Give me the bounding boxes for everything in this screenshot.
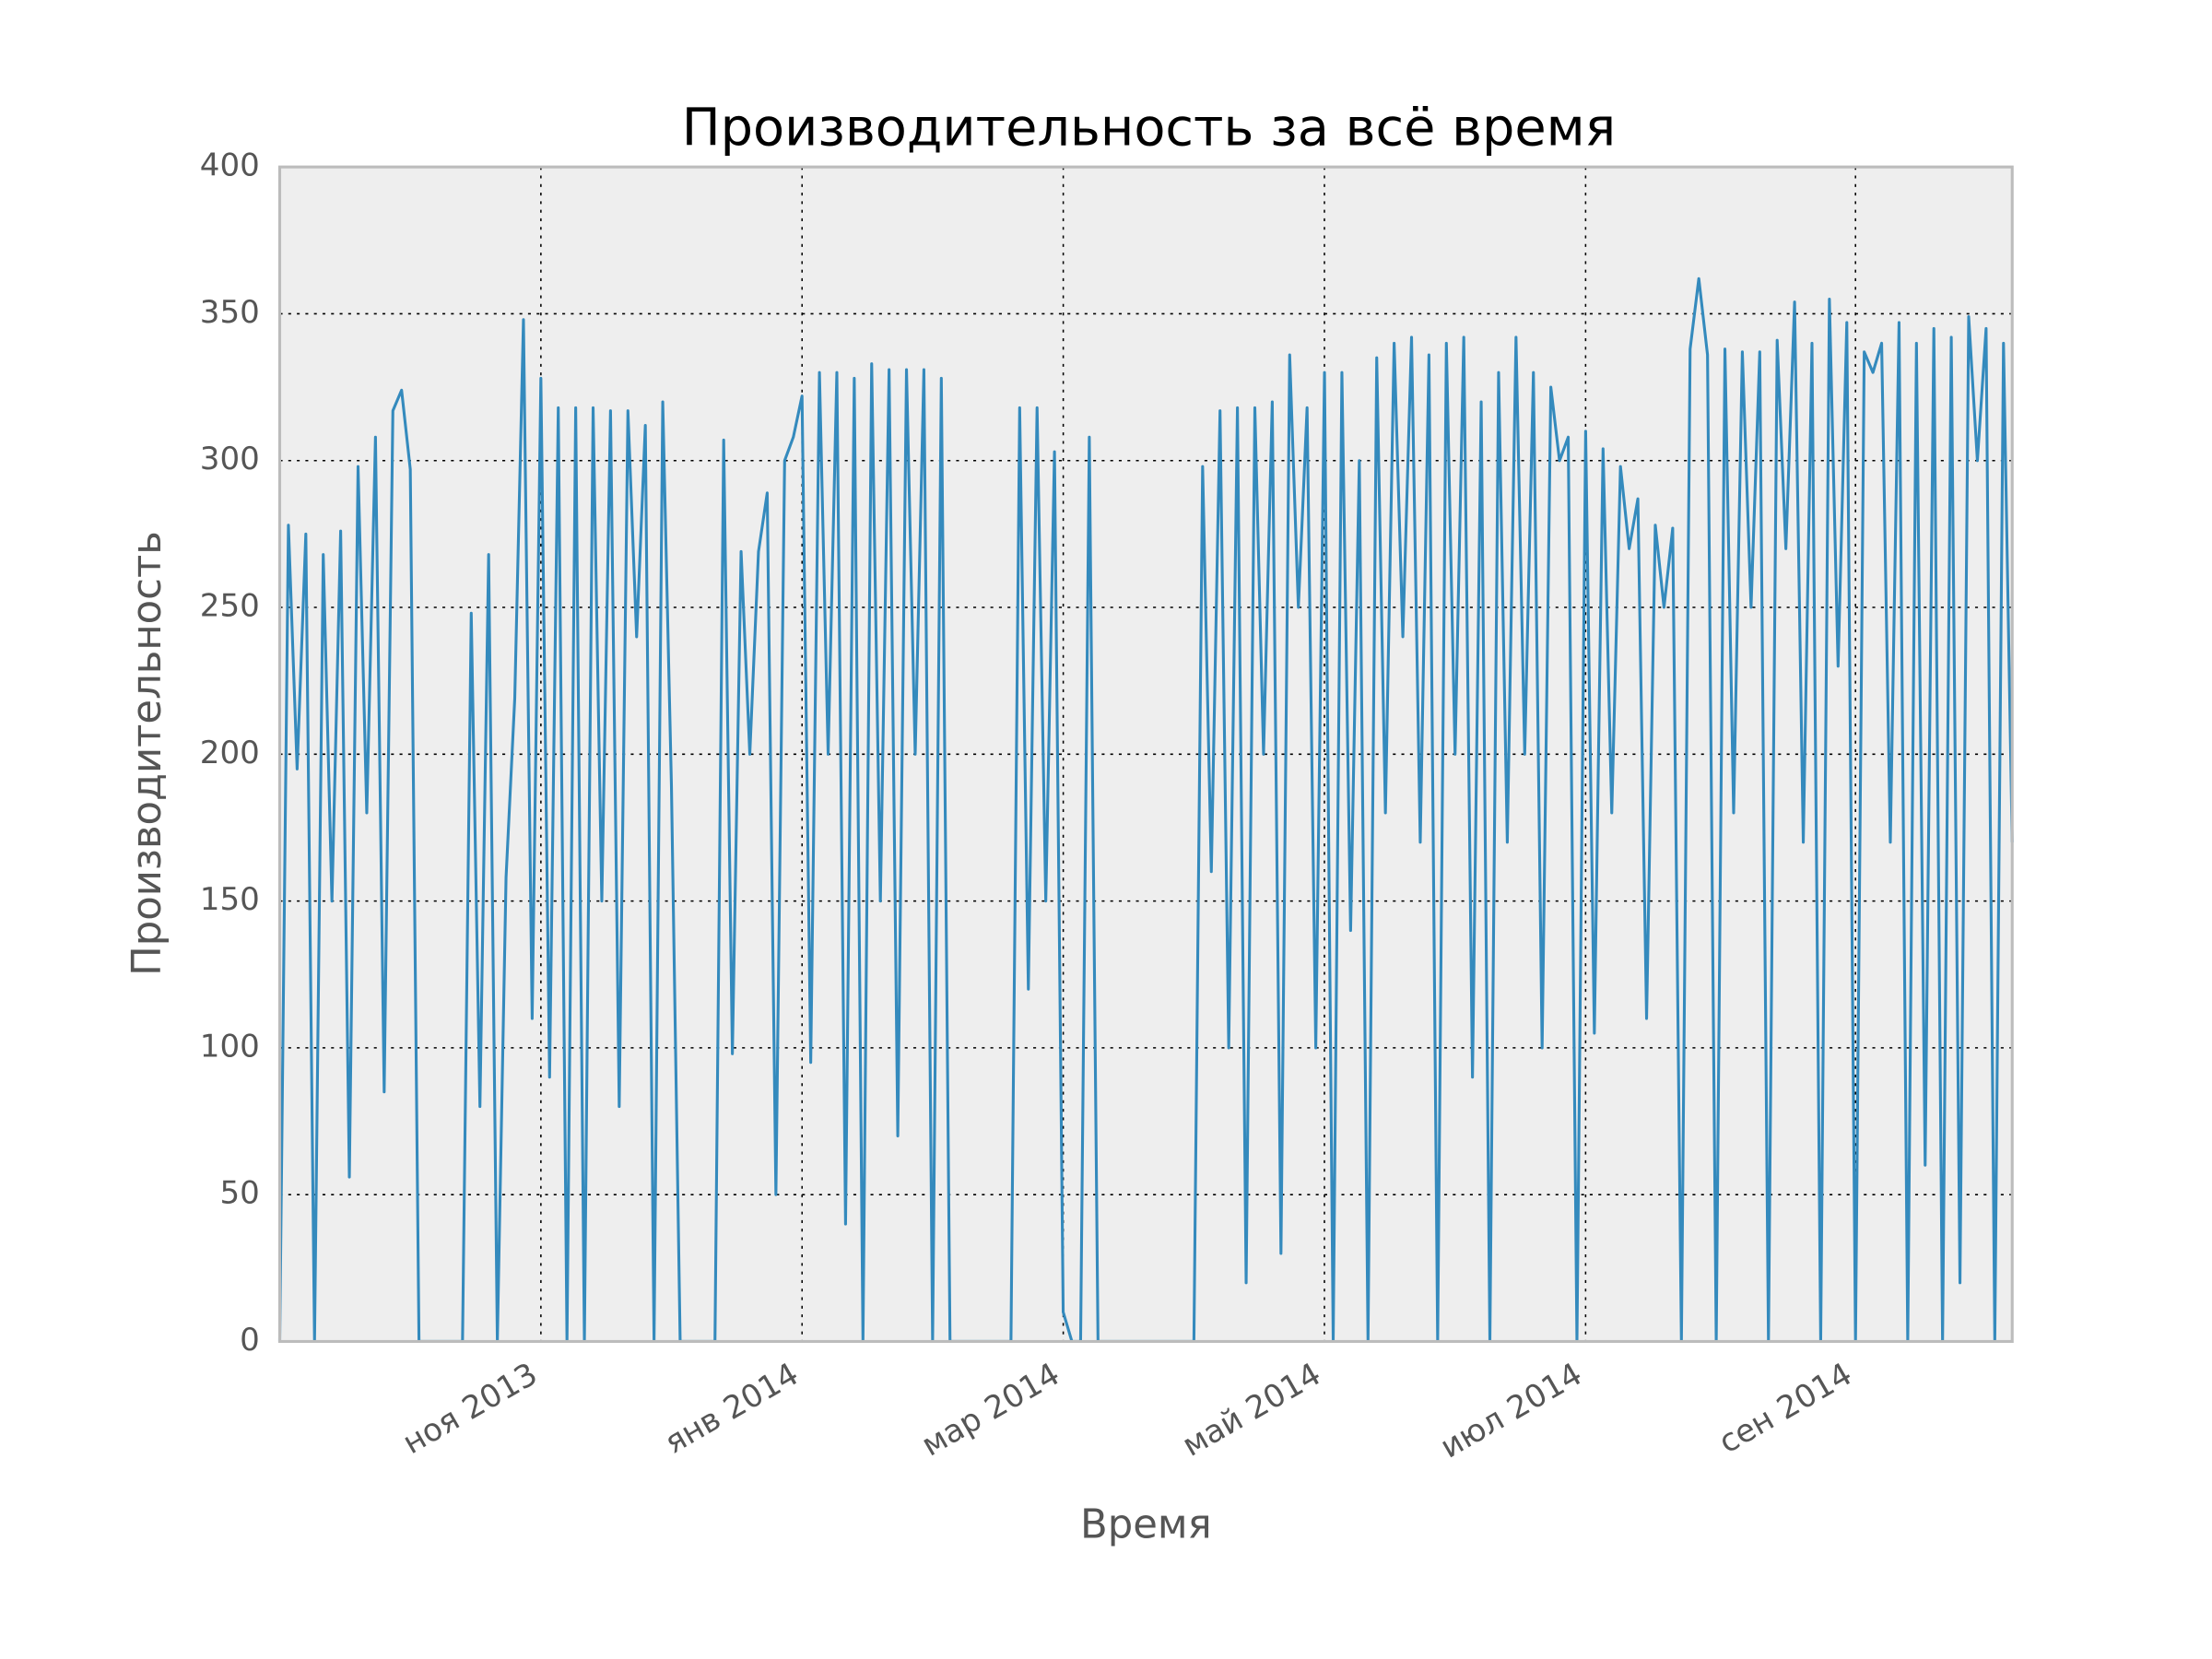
y-axis-label: Производительность bbox=[124, 531, 171, 976]
x-axis-label: Время bbox=[1080, 1501, 1212, 1547]
plot-border bbox=[277, 165, 2014, 1344]
y-tick-label: 50 bbox=[219, 1175, 259, 1212]
y-tick-label: 250 bbox=[200, 588, 260, 625]
y-tick-label: 300 bbox=[200, 441, 260, 477]
x-tick-label: сен 2014 bbox=[1712, 1356, 1858, 1461]
x-tick-label: май 2014 bbox=[1176, 1356, 1327, 1465]
y-tick-label: 350 bbox=[200, 294, 260, 331]
x-tick-label: янв 2014 bbox=[658, 1356, 805, 1462]
y-tick-label: 200 bbox=[200, 735, 260, 771]
x-tick-label: мар 2014 bbox=[915, 1356, 1065, 1464]
chart-title: Производительность за всё время bbox=[682, 99, 1616, 159]
y-tick-label: 400 bbox=[200, 147, 260, 184]
x-tick-label: июл 2014 bbox=[1434, 1356, 1588, 1466]
y-tick-label: 150 bbox=[200, 881, 260, 918]
x-tick-label: ноя 2013 bbox=[396, 1356, 543, 1462]
y-tick-label: 100 bbox=[200, 1028, 260, 1065]
y-tick-label: 0 bbox=[240, 1322, 260, 1359]
